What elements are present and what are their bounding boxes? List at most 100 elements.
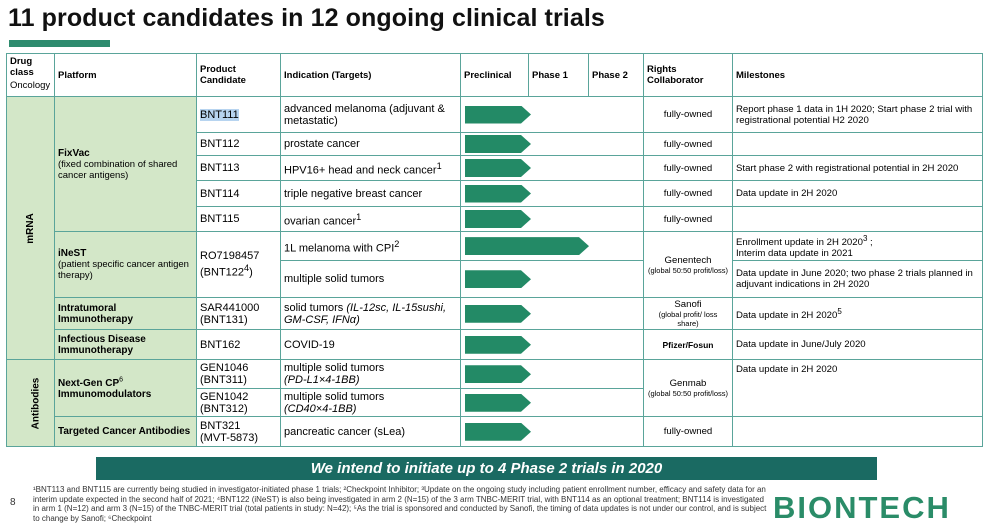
indication-cell: multiple solid tumors [280, 260, 461, 299]
candidate-cell: BNT112 [196, 132, 281, 156]
milestone-cell: Data update in 2H 2020 [732, 359, 983, 418]
indication-cell: multiple solid tumors (PD-L1×4-1BB) [280, 359, 461, 390]
phase-cell [460, 206, 644, 232]
page-title: 11 product candidates in 12 ongoing clin… [8, 4, 605, 32]
progress-arrow [465, 394, 531, 412]
indication-cell: advanced melanoma (adjuvant & metastatic… [280, 96, 461, 133]
milestone-cell: Data update in 2H 2020 [732, 180, 983, 207]
phase-cell [460, 359, 644, 390]
candidate-cell: BNT111 [196, 96, 281, 133]
pipeline-table: Drug class Oncology Platform Product Can… [6, 53, 983, 448]
table-row: Antibodies Next-Gen CP6 Immunomodulators… [6, 359, 983, 448]
phase-cell [460, 230, 644, 262]
page-number: 8 [10, 497, 16, 508]
table-row: Intratumoral Immunotherapy SAR441000 (BNT… [7, 297, 983, 331]
candidate-cell: GEN1046 (BNT311) [196, 359, 281, 390]
header-drug-class: Drug class Oncology [6, 53, 55, 97]
candidate-cell: BNT113 [196, 155, 281, 181]
progress-arrow [465, 305, 531, 323]
header-milestones: Milestones [732, 53, 983, 97]
candidate-cell: BNT321 (MVT-5873) [196, 416, 281, 448]
table-row: Infectious Disease Immunotherapy BNT162 … [7, 329, 983, 361]
rights-cell: fully-owned [643, 132, 733, 156]
platform-nextgen: Next-Gen CP6 Immunomodulators [54, 359, 197, 418]
milestone-cell: Data update in June/July 2020 [732, 329, 983, 361]
indication-cell: 1L melanoma with CPI2 [280, 230, 461, 262]
indication-cell: prostate cancer [280, 132, 461, 156]
header-platform: Platform [54, 53, 197, 97]
milestone-cell [732, 206, 983, 232]
table-row: GEN1042 (BNT312) multiple solid tumors (CD… [7, 388, 983, 418]
candidate-cell: BNT114 [196, 180, 281, 207]
progress-arrow [465, 185, 531, 203]
title-underline [9, 40, 110, 47]
header-preclinical: Preclinical [460, 53, 529, 97]
milestone-cell [732, 132, 983, 156]
header-phase2: Phase 2 [588, 53, 644, 97]
table-row: BNT115 ovarian cancer1 fully-owned [7, 206, 983, 232]
indication-cell: solid tumors (IL-12sc, IL-15sushi, GM-CS… [280, 297, 461, 331]
candidate-cell: RO7198457 (BNT1224) [196, 230, 281, 299]
milestone-cell: Data update in 2H 20205 [732, 297, 983, 331]
header-row: Drug class Oncology Platform Product Can… [6, 53, 983, 97]
table-row: BNT112 prostate cancer fully-owned [7, 132, 983, 156]
phase-cell [460, 155, 644, 181]
progress-arrow [465, 210, 531, 228]
progress-arrow [465, 365, 531, 383]
progress-arrow [465, 423, 531, 441]
progress-arrow [465, 270, 531, 288]
table-row: BNT114 triple negative breast cancer ful… [7, 180, 983, 207]
rights-cell: Sanofi (global profit/ loss share) [643, 297, 733, 331]
indication-cell: COVID-19 [280, 329, 461, 361]
platform-targeted: Targeted Cancer Antibodies [54, 416, 197, 448]
rights-cell: fully-owned [643, 96, 733, 133]
candidate-cell: BNT115 [196, 206, 281, 232]
table-row: Targeted Cancer Antibodies BNT321 (MVT-58… [7, 416, 983, 448]
indication-cell: HPV16+ head and neck cancer1 [280, 155, 461, 181]
phase-cell [460, 329, 644, 361]
progress-arrow [465, 106, 531, 124]
phase-cell [460, 96, 644, 133]
platform-inest: iNeST (patient specific cancer antigen th… [54, 230, 197, 299]
candidate-cell: GEN1042 (BNT312) [196, 388, 281, 418]
table-row: BNT113 HPV16+ head and neck cancer1 full… [7, 155, 983, 181]
phase-cell [460, 132, 644, 156]
phase-cell [460, 180, 644, 207]
summary-banner: We intend to initiate up to 4 Phase 2 tr… [96, 457, 877, 480]
table-row: iNeST (patient specific cancer antigen th… [7, 230, 983, 299]
candidate-cell: SAR441000 (BNT131) [196, 297, 281, 331]
platform-infectious: Infectious Disease Immunotherapy [54, 329, 197, 361]
phase-cell [460, 388, 644, 418]
header-indication: Indication (Targets) [280, 53, 461, 97]
progress-arrow [465, 336, 531, 354]
table-row: mRNA FixVac (fixed combination of shared … [6, 95, 983, 361]
phase-cell [460, 260, 644, 299]
milestone-cell [732, 416, 983, 448]
milestone-cell: Enrollment update in 2H 20203 ; Interim … [732, 230, 983, 262]
indication-cell: ovarian cancer1 [280, 206, 461, 232]
progress-arrow [465, 237, 589, 255]
rights-cell: fully-owned [643, 206, 733, 232]
milestone-cell: Report phase 1 data in 1H 2020; Start ph… [732, 96, 983, 133]
rights-cell: Genentech (global 50:50 profit/loss) [643, 230, 733, 299]
header-phase1: Phase 1 [528, 53, 589, 97]
milestone-cell: Start phase 2 with registrational potent… [732, 155, 983, 181]
indication-cell: pancreatic cancer (sLea) [280, 416, 461, 448]
indication-cell: triple negative breast cancer [280, 180, 461, 207]
platform-intratumoral: Intratumoral Immunotherapy [54, 297, 197, 331]
footnote: ¹BNT113 and BNT115 are currently being s… [33, 485, 767, 523]
phase-cell [460, 416, 644, 448]
rights-cell: Genmab (global 50:50 profit/loss) [643, 359, 733, 418]
indication-cell: multiple solid tumors (CD40×4-1BB) [280, 388, 461, 418]
table-row: multiple solid tumors Data update in Jun… [7, 260, 983, 299]
biontech-logo: BIONTECH [773, 490, 951, 525]
progress-arrow [465, 135, 531, 153]
class-antibodies: Antibodies [6, 359, 55, 448]
rights-cell: fully-owned [643, 155, 733, 181]
platform-fixvac: FixVac (fixed combination of shared cance… [54, 96, 197, 232]
phase-cell [460, 297, 644, 331]
header-rights: Rights Collaborator [643, 53, 733, 97]
candidate-cell: BNT162 [196, 329, 281, 361]
progress-arrow [465, 159, 531, 177]
rights-cell: fully-owned [643, 416, 733, 448]
